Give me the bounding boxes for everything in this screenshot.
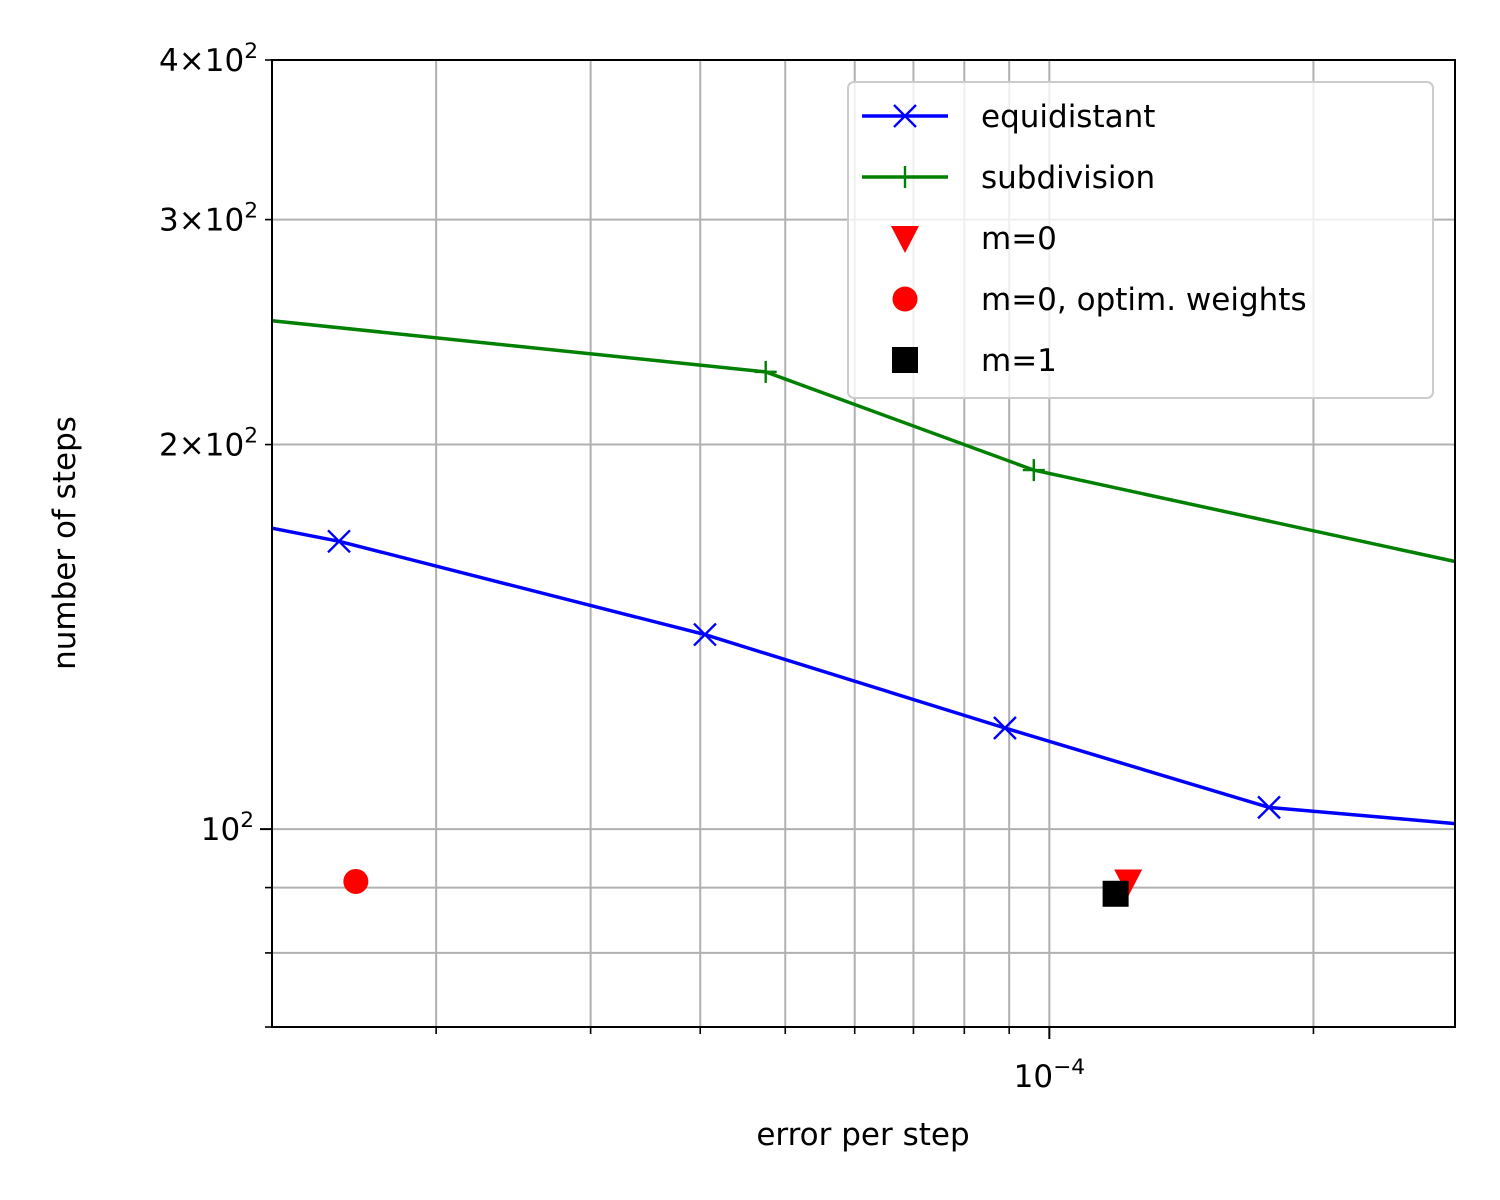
legend-marker xyxy=(892,286,918,312)
legend-label: m=1 xyxy=(981,343,1057,379)
series-line xyxy=(271,526,1456,826)
x-axis-label: error per step xyxy=(756,1117,969,1153)
legend-label: subdivision xyxy=(981,160,1155,196)
data-point xyxy=(1257,795,1281,820)
data-point xyxy=(343,868,369,894)
legend-label: m=0 xyxy=(981,221,1057,257)
data-point xyxy=(993,716,1017,740)
legend-marker xyxy=(894,166,916,188)
ticks: 10−4 2×102 3×102 4×102 102 xyxy=(159,39,1315,1095)
data-point xyxy=(1102,880,1129,907)
data-point xyxy=(754,360,777,383)
data-point xyxy=(1022,459,1045,482)
legend: equidistant subdivision m=0 m=0, optim. wei… xyxy=(847,81,1434,399)
y-tick-label: 2×102 xyxy=(159,424,258,464)
legend-box xyxy=(847,81,1434,399)
data-point xyxy=(693,622,717,647)
legend-marker xyxy=(893,104,917,128)
series-line xyxy=(271,319,1456,564)
x-tick-label: 10−4 xyxy=(1014,1055,1085,1095)
legend-label: m=0, optim. weights xyxy=(981,282,1307,318)
series-0 xyxy=(271,526,1456,826)
y-tick-label: 102 xyxy=(201,808,254,848)
legend-label: equidistant xyxy=(981,99,1155,135)
series-3 xyxy=(343,868,369,894)
y-axis-label: number of steps xyxy=(47,416,83,670)
plot-frame xyxy=(271,59,1456,1028)
data-point xyxy=(327,529,351,554)
series-layer xyxy=(271,319,1456,907)
series-4 xyxy=(1102,880,1129,907)
legend-marker xyxy=(891,226,919,253)
y-tick-label: 3×102 xyxy=(159,199,258,239)
series-1 xyxy=(271,319,1456,564)
legend-marker xyxy=(892,347,918,373)
y-tick-label: 4×102 xyxy=(159,39,258,79)
